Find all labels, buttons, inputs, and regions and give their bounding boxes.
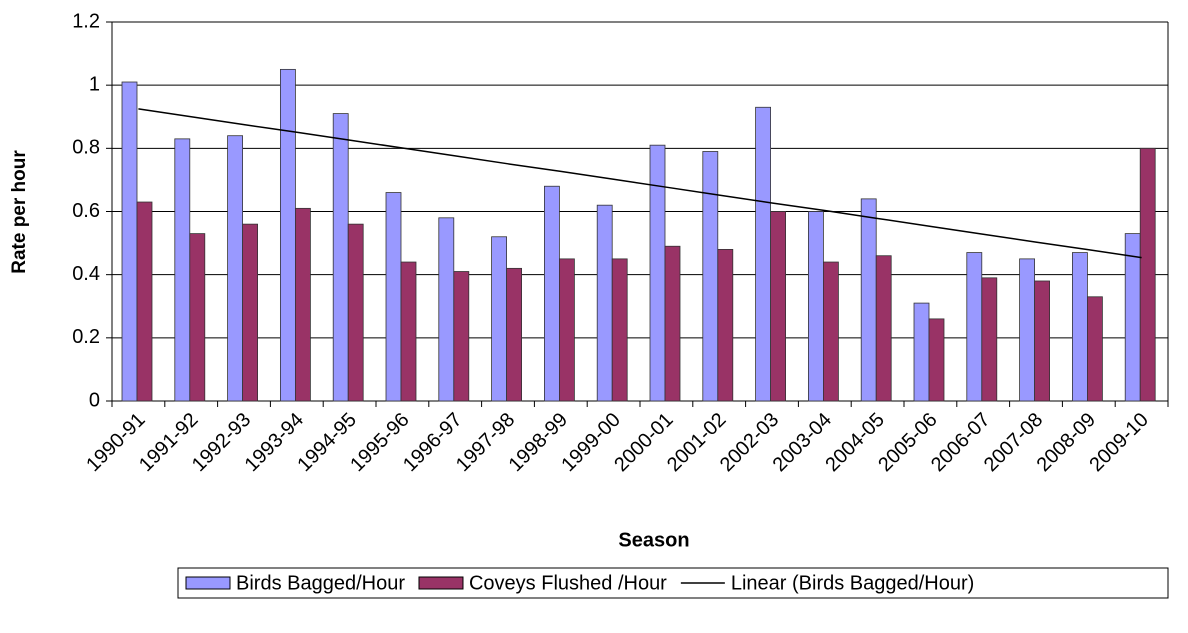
bar — [981, 277, 998, 402]
bar — [347, 223, 364, 402]
bar — [717, 248, 734, 402]
bar — [702, 151, 719, 402]
legend-label: Coveys Flushed /Hour — [469, 572, 667, 594]
bar — [596, 204, 613, 402]
bar — [1087, 296, 1103, 402]
bar — [860, 198, 877, 402]
bar — [174, 138, 191, 402]
y-tick-label: 0.2 — [72, 326, 100, 348]
y-axis-title: Rate per hour — [9, 150, 30, 274]
x-axis-title: Season — [618, 529, 689, 551]
bar — [770, 211, 786, 402]
bar — [438, 217, 455, 402]
bar — [611, 258, 628, 402]
bar — [966, 252, 983, 402]
bar — [823, 261, 839, 402]
legend-box — [177, 567, 1169, 599]
bar — [506, 267, 523, 402]
bar — [385, 192, 402, 402]
y-tick-label: 1.2 — [72, 10, 100, 32]
bar — [294, 207, 311, 402]
y-tick-label: 0.4 — [72, 263, 100, 285]
bar — [559, 258, 575, 402]
x-tick-label: 2009-10 — [1085, 409, 1152, 476]
bar — [491, 236, 508, 402]
bar — [400, 261, 417, 402]
bar — [875, 255, 892, 402]
legend-swatch — [185, 576, 231, 590]
bar — [1072, 252, 1088, 402]
y-tick-label: 0.8 — [72, 137, 100, 159]
bar — [227, 135, 244, 402]
bar — [913, 302, 930, 402]
bar — [755, 106, 771, 402]
trend-line — [138, 108, 1142, 259]
bar — [242, 223, 259, 402]
bar — [928, 318, 945, 402]
legend-swatch — [418, 576, 464, 590]
y-tick-label: 1 — [89, 73, 100, 95]
bar — [332, 113, 349, 402]
bar — [649, 144, 666, 402]
bar — [136, 201, 153, 402]
bar — [121, 81, 138, 402]
bar — [664, 245, 681, 402]
bar — [453, 271, 470, 402]
y-tick-label: 0.6 — [72, 200, 100, 222]
bar — [1124, 233, 1141, 402]
legend-label: Linear (Birds Bagged/Hour) — [731, 572, 974, 594]
bar — [1019, 258, 1035, 402]
bar — [1034, 280, 1050, 402]
y-tick-label: 0 — [89, 389, 100, 411]
bar — [808, 211, 824, 402]
bar — [1139, 147, 1156, 402]
bar — [189, 233, 206, 402]
bar — [279, 68, 296, 402]
legend-label: Birds Bagged/Hour — [236, 572, 405, 594]
bar — [544, 185, 560, 402]
